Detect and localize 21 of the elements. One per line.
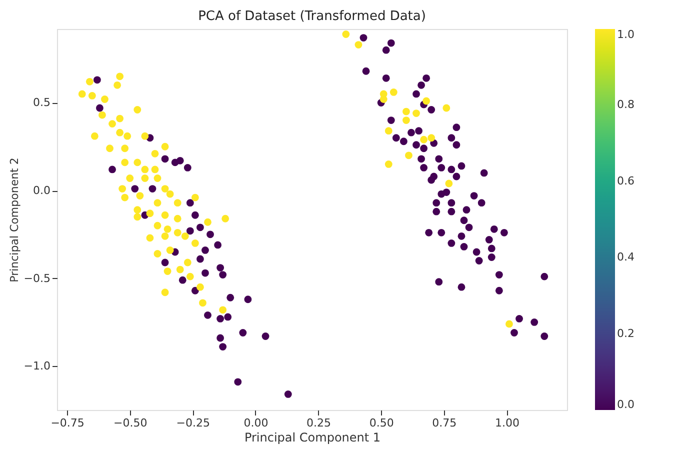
x-tick-label: −0.25 [176, 416, 210, 430]
y-tick-label: 0.0 [33, 184, 50, 198]
color-bar-label: 0.4 [617, 250, 634, 264]
y-tick-label: −0.5 [24, 272, 50, 285]
y-tick-label: −1.0 [24, 360, 50, 373]
x-tick-label: 0.25 [306, 416, 332, 430]
x-tick-label: 0.75 [432, 416, 457, 430]
x-tick-label: 0.50 [369, 416, 394, 430]
x-axis-title: Principal Component 1 [244, 430, 381, 444]
color-bar-label: 0.2 [617, 326, 634, 340]
x-tick-label: −0.75 [50, 416, 84, 430]
x-tick-label: −0.50 [114, 416, 148, 430]
color-bar-label: 1.0 [617, 28, 634, 41]
chart-title: PCA of Dataset (Transformed Data) [198, 9, 426, 24]
y-tick-label: 0.5 [33, 96, 50, 110]
color-bar-label: 0.0 [617, 398, 634, 411]
color-bar-label: 0.6 [617, 174, 634, 188]
x-tick-label: 0.00 [244, 416, 268, 430]
color-bar-label: 0.8 [617, 98, 634, 112]
x-tick-label: 1.00 [494, 416, 520, 430]
y-axis-title: Principal Component 2 [8, 158, 21, 282]
